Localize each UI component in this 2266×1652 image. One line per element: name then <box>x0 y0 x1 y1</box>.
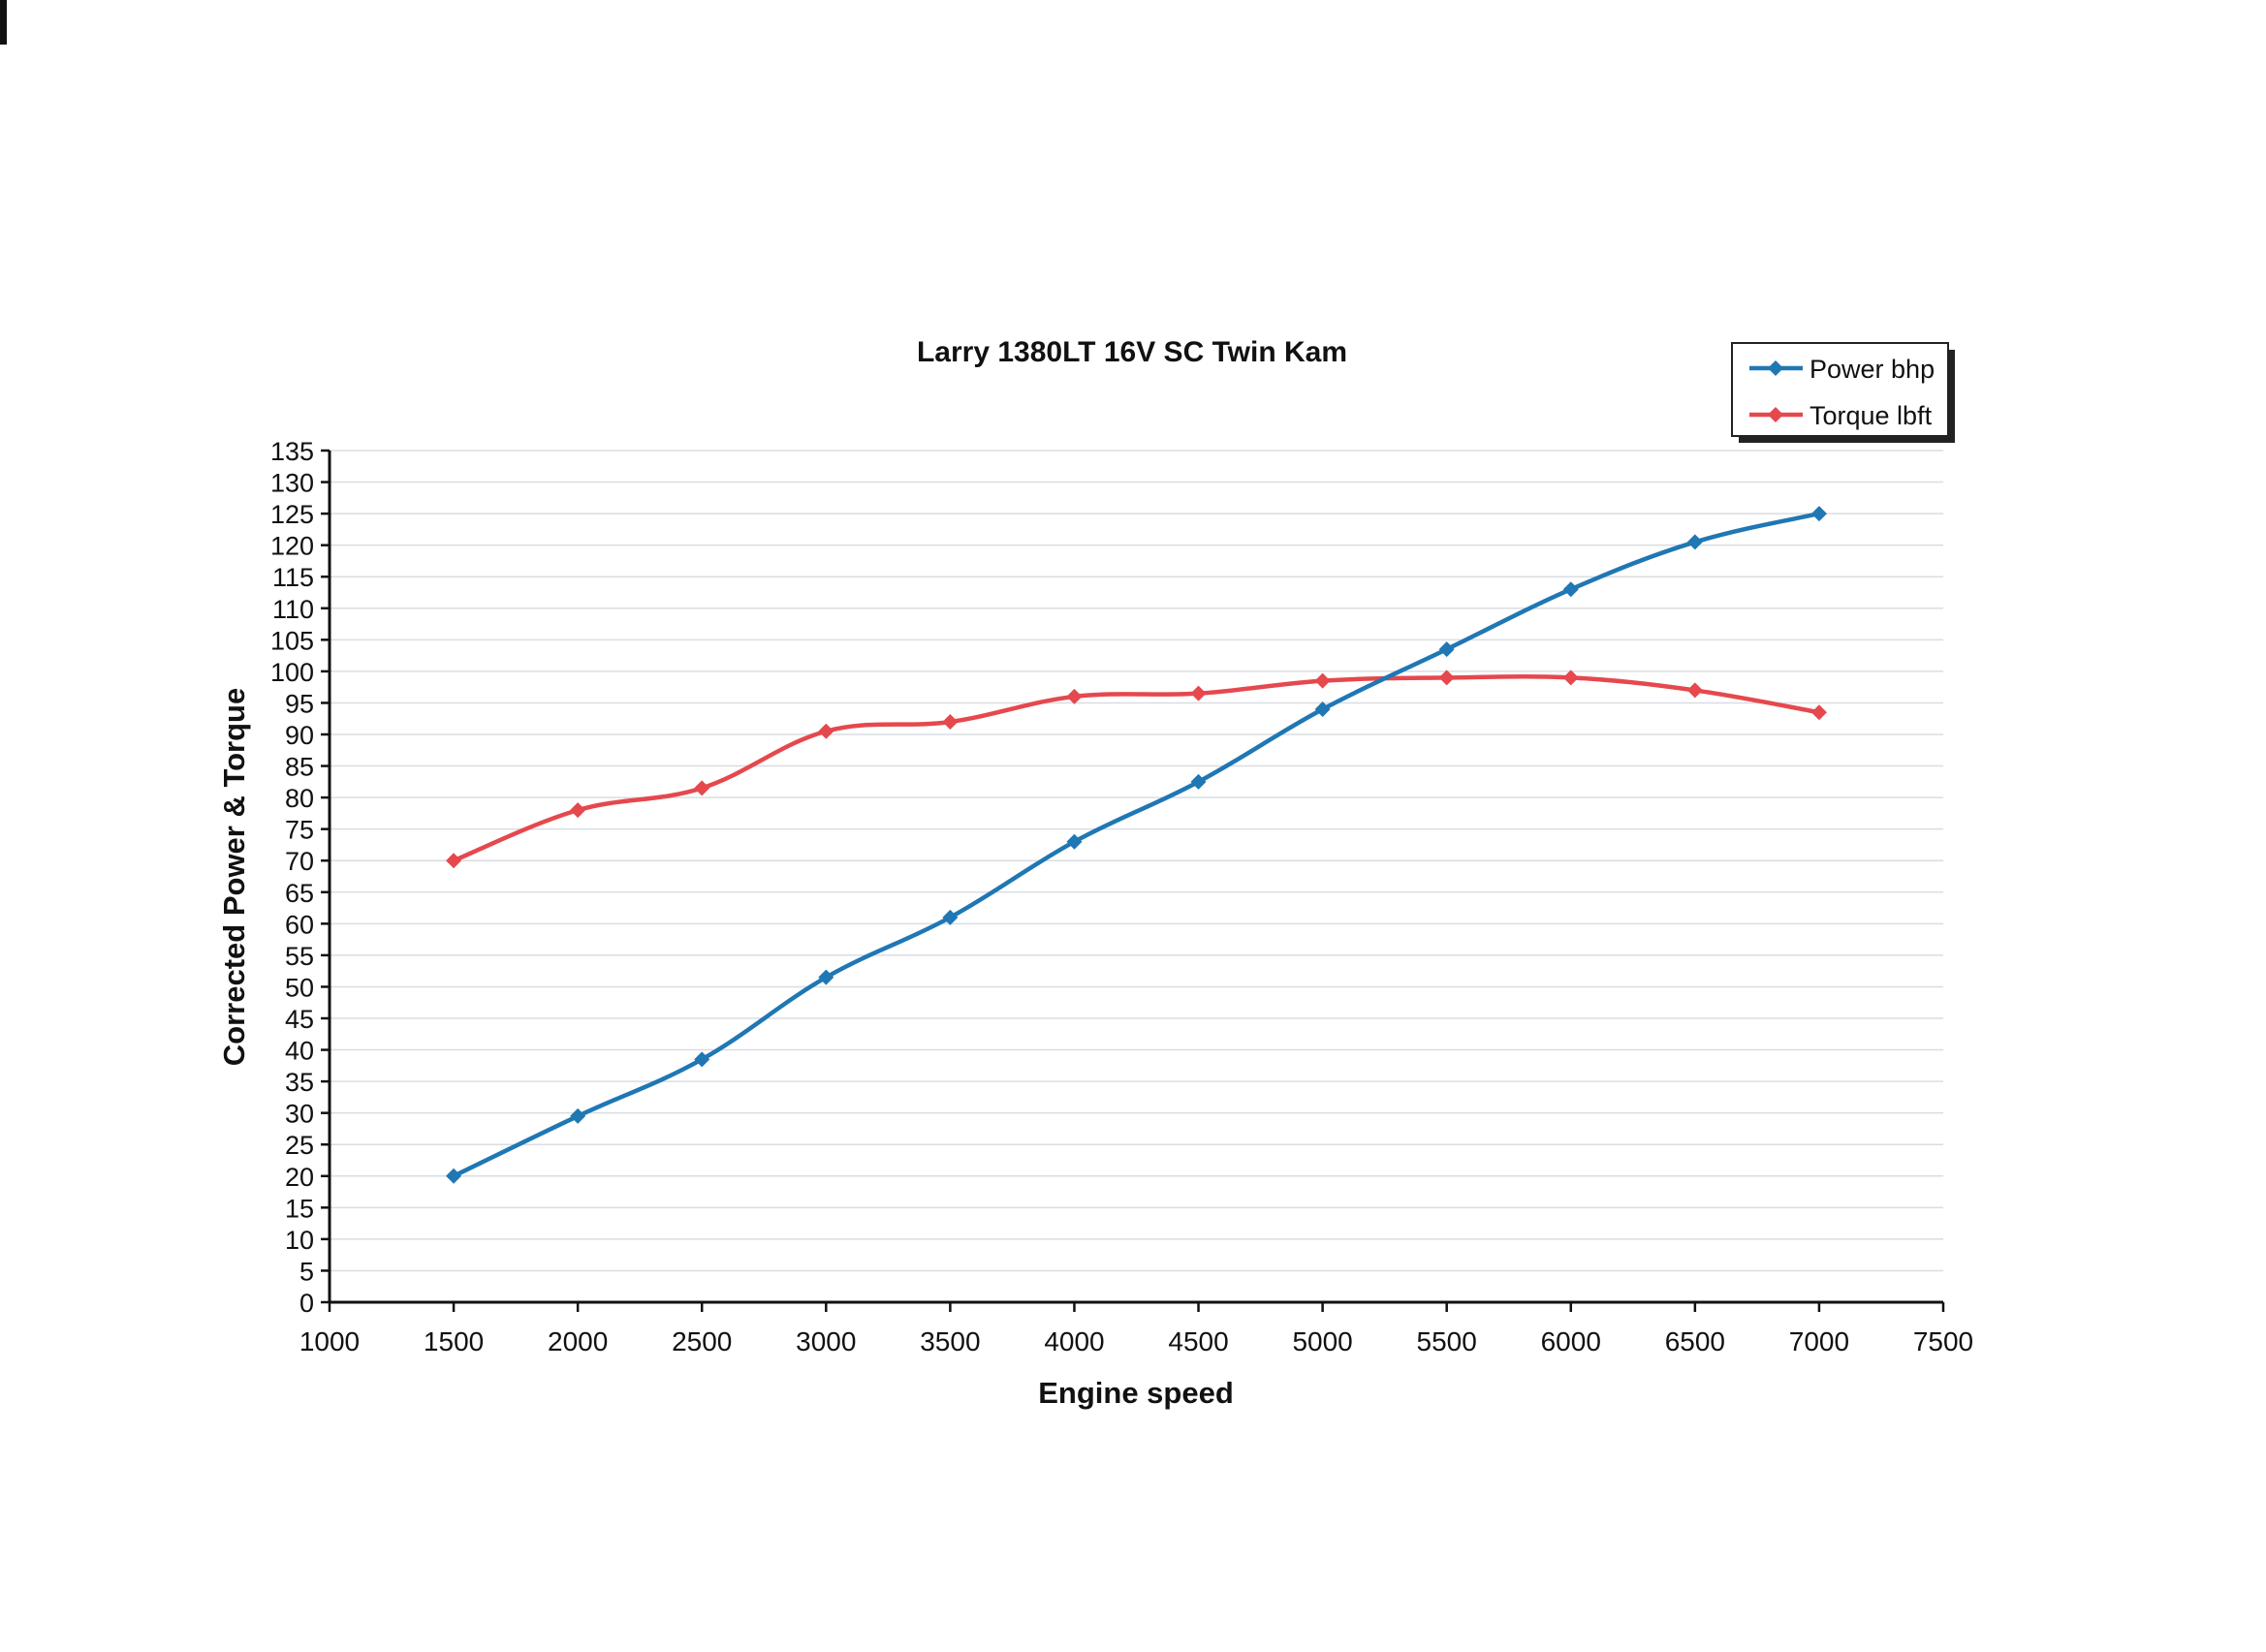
y-tick-label-110: 110 <box>272 595 314 624</box>
y-tick-label-70: 70 <box>285 847 314 876</box>
point-power-bhp-5500 <box>1438 641 1455 658</box>
y-tick-label-135: 135 <box>270 437 314 466</box>
y-tick-label-45: 45 <box>285 1005 314 1034</box>
point-power-bhp-2000 <box>570 1107 586 1124</box>
scan-edge-mark <box>0 0 7 45</box>
x-tick-label-7000: 7000 <box>1789 1326 1849 1356</box>
x-tick-label-3000: 3000 <box>796 1326 856 1356</box>
y-axis-title: Corrected Power & Torque <box>217 688 251 1066</box>
point-power-bhp-6500 <box>1686 534 1703 550</box>
y-tick-label-25: 25 <box>285 1131 314 1160</box>
point-power-bhp-2500 <box>694 1051 710 1068</box>
series-line-torque-lbft <box>453 673 1820 863</box>
y-tick-label-5: 5 <box>299 1257 314 1286</box>
y-tick-label-115: 115 <box>272 563 314 592</box>
x-tick-label-4500: 4500 <box>1168 1326 1228 1356</box>
point-torque-lbft-5000 <box>1314 672 1331 689</box>
y-tick-label-75: 75 <box>285 816 314 845</box>
point-torque-lbft-4000 <box>1066 688 1083 704</box>
y-tick-label-100: 100 <box>270 658 314 687</box>
y-tick-label-120: 120 <box>270 532 314 561</box>
series-lines <box>453 511 1820 1178</box>
y-tick-label-130: 130 <box>270 469 314 498</box>
legend-label-power-bhp: Power bhp <box>1810 355 1935 384</box>
point-power-bhp-4000 <box>1066 833 1083 850</box>
point-torque-lbft-6500 <box>1686 682 1703 699</box>
point-torque-lbft-2500 <box>694 780 710 796</box>
point-power-bhp-3000 <box>818 969 834 985</box>
x-tick-label-7500: 7500 <box>1913 1326 1973 1356</box>
point-power-bhp-5000 <box>1314 701 1331 717</box>
point-torque-lbft-5500 <box>1438 670 1455 686</box>
y-tick-label-125: 125 <box>270 500 314 529</box>
x-tick-label-1500: 1500 <box>424 1326 484 1356</box>
point-power-bhp-4500 <box>1190 773 1207 790</box>
y-tick-label-35: 35 <box>285 1068 314 1097</box>
chart-title: Larry 1380LT 16V SC Twin Kam <box>917 336 1347 368</box>
y-tick-label-90: 90 <box>285 721 314 750</box>
x-tick-label-6500: 6500 <box>1665 1326 1725 1356</box>
x-tick-label-1000: 1000 <box>299 1326 360 1356</box>
y-tick-label-95: 95 <box>285 689 314 718</box>
legend: Power bhp Torque lbft <box>1731 342 1955 443</box>
series-line-power-bhp <box>453 511 1820 1178</box>
y-tick-label-40: 40 <box>285 1037 314 1066</box>
y-tick-label-105: 105 <box>270 626 314 655</box>
point-torque-lbft-3500 <box>942 713 959 730</box>
point-torque-lbft-7000 <box>1810 704 1827 721</box>
x-tick-label-2000: 2000 <box>548 1326 608 1356</box>
legend-marker-torque-lbft <box>1768 407 1783 422</box>
y-tick-label-0: 0 <box>299 1289 314 1318</box>
point-power-bhp-7000 <box>1810 506 1827 522</box>
y-tick-label-15: 15 <box>285 1194 314 1223</box>
point-power-bhp-6000 <box>1562 581 1579 598</box>
y-tick-label-85: 85 <box>285 753 314 782</box>
point-torque-lbft-1500 <box>446 853 462 869</box>
point-torque-lbft-4500 <box>1190 685 1207 701</box>
data-markers <box>446 506 1827 1184</box>
legend-box <box>1731 342 1949 437</box>
y-tick-label-10: 10 <box>285 1226 314 1255</box>
legend-marker-power-bhp <box>1768 360 1783 376</box>
x-tick-label-3500: 3500 <box>920 1326 980 1356</box>
y-tick-label-55: 55 <box>285 942 314 971</box>
x-tick-label-5500: 5500 <box>1417 1326 1477 1356</box>
y-tick-label-20: 20 <box>285 1163 314 1192</box>
point-torque-lbft-3000 <box>818 723 834 739</box>
x-tick-label-6000: 6000 <box>1541 1326 1601 1356</box>
x-tick-label-5000: 5000 <box>1292 1326 1352 1356</box>
y-tick-label-30: 30 <box>285 1100 314 1129</box>
y-tick-label-65: 65 <box>285 879 314 908</box>
x-axis-title: Engine speed <box>1038 1376 1234 1410</box>
point-torque-lbft-2000 <box>570 802 586 819</box>
point-power-bhp-3500 <box>942 909 959 925</box>
x-tick-label-2500: 2500 <box>672 1326 732 1356</box>
gridlines <box>330 450 1943 1272</box>
y-tick-label-60: 60 <box>285 910 314 939</box>
y-tick-label-80: 80 <box>285 784 314 813</box>
axes: 0510152025303540455055606570758085909510… <box>270 437 1973 1356</box>
point-power-bhp-1500 <box>446 1168 462 1184</box>
legend-label-torque-lbft: Torque lbft <box>1810 401 1933 430</box>
point-torque-lbft-6000 <box>1562 670 1579 686</box>
x-tick-label-4000: 4000 <box>1044 1326 1104 1356</box>
y-tick-label-50: 50 <box>285 973 314 1002</box>
